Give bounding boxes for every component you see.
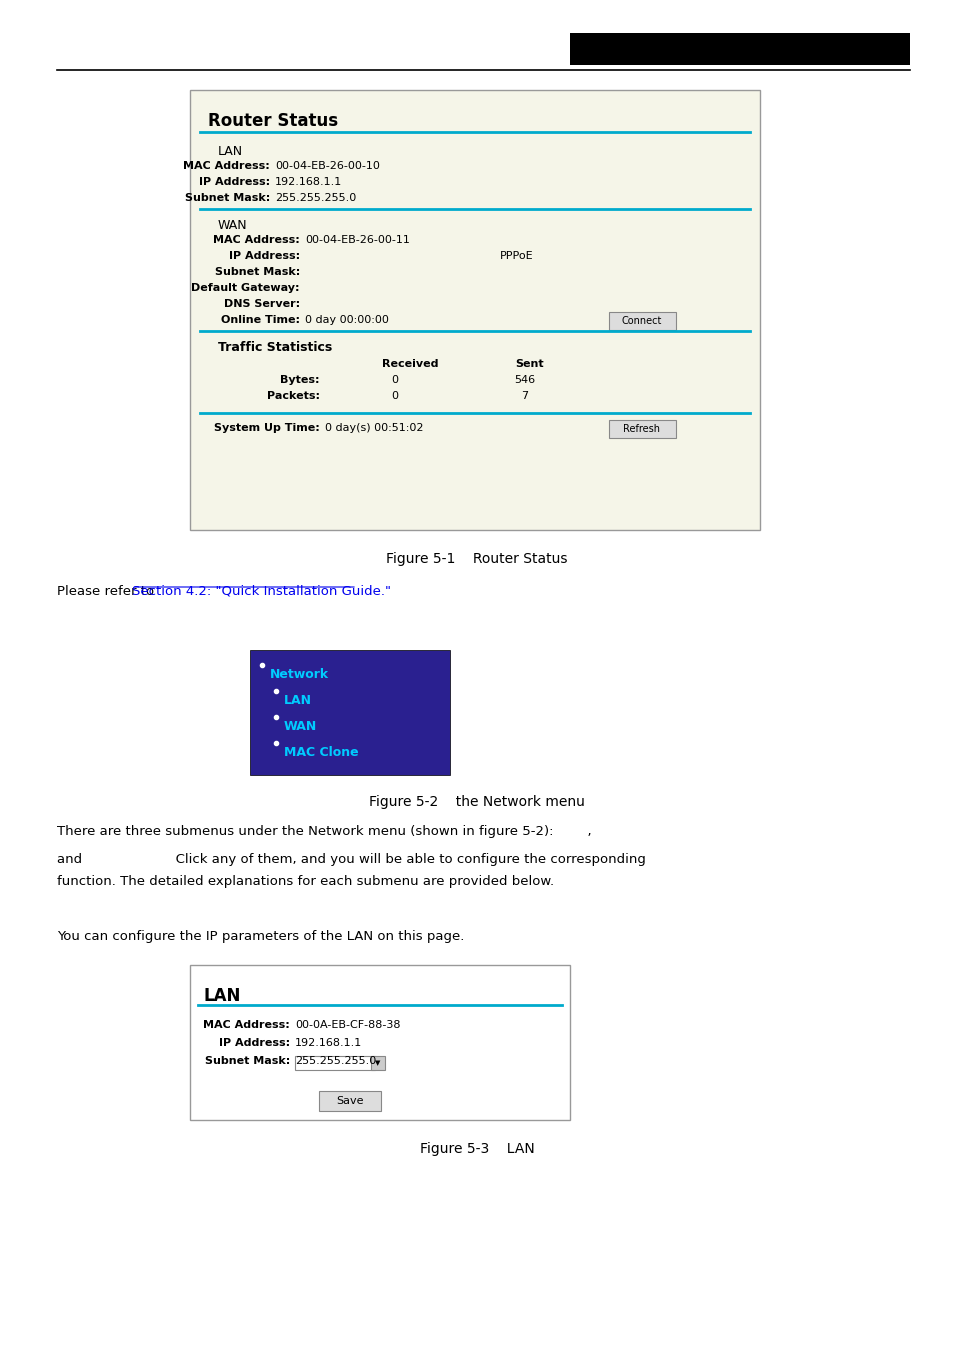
- FancyBboxPatch shape: [190, 965, 569, 1120]
- Text: Subnet Mask:: Subnet Mask:: [205, 1056, 290, 1066]
- Text: PPPoE: PPPoE: [499, 251, 533, 261]
- FancyBboxPatch shape: [569, 32, 909, 65]
- Text: Router Status: Router Status: [208, 112, 337, 130]
- Text: 0 day 00:00:00: 0 day 00:00:00: [305, 315, 389, 325]
- Text: There are three submenus under the Network menu (shown in figure 5-2):        ,: There are three submenus under the Netwo…: [57, 825, 591, 838]
- Text: LAN: LAN: [204, 987, 241, 1004]
- Text: 255.255.255.0: 255.255.255.0: [294, 1056, 375, 1066]
- FancyBboxPatch shape: [294, 1056, 375, 1071]
- Text: Traffic Statistics: Traffic Statistics: [218, 342, 332, 354]
- Text: Sent: Sent: [516, 359, 544, 369]
- Text: Network: Network: [270, 668, 329, 680]
- Text: 0: 0: [391, 392, 398, 401]
- FancyBboxPatch shape: [190, 90, 760, 531]
- Text: Figure 5-3    LAN: Figure 5-3 LAN: [419, 1142, 534, 1156]
- Text: LAN: LAN: [218, 144, 243, 158]
- Text: IP Address:: IP Address:: [229, 251, 299, 261]
- FancyBboxPatch shape: [318, 1091, 380, 1111]
- Text: Received: Received: [381, 359, 437, 369]
- Text: Save: Save: [335, 1096, 363, 1106]
- Text: Subnet Mask:: Subnet Mask:: [185, 193, 270, 202]
- Text: Connect: Connect: [621, 316, 661, 325]
- FancyBboxPatch shape: [250, 649, 450, 775]
- Text: Bytes:: Bytes:: [280, 375, 319, 385]
- Text: MAC Clone: MAC Clone: [284, 747, 358, 759]
- Text: Figure 5-1    Router Status: Figure 5-1 Router Status: [386, 552, 567, 566]
- Text: Online Time:: Online Time:: [221, 315, 299, 325]
- Text: Please refer to: Please refer to: [57, 585, 158, 598]
- Text: IP Address:: IP Address:: [198, 177, 270, 188]
- Text: 0 day(s) 00:51:02: 0 day(s) 00:51:02: [325, 423, 423, 433]
- Text: System Up Time:: System Up Time:: [214, 423, 319, 433]
- Text: and                      Click any of them, and you will be able to configure th: and Click any of them, and you will be a…: [57, 853, 645, 865]
- Text: 192.168.1.1: 192.168.1.1: [294, 1038, 362, 1048]
- Text: Subnet Mask:: Subnet Mask:: [214, 267, 299, 277]
- Text: 255.255.255.0: 255.255.255.0: [274, 193, 355, 202]
- Text: 7: 7: [521, 392, 528, 401]
- Text: 546: 546: [514, 375, 535, 385]
- FancyBboxPatch shape: [608, 420, 676, 437]
- Text: Section 4.2: "Quick Installation Guide.": Section 4.2: "Quick Installation Guide.": [132, 585, 391, 598]
- Text: LAN: LAN: [284, 694, 312, 707]
- Text: 192.168.1.1: 192.168.1.1: [274, 177, 342, 188]
- Text: Default Gateway:: Default Gateway:: [192, 284, 299, 293]
- Text: ▼: ▼: [375, 1060, 380, 1066]
- Text: Figure 5-2    the Network menu: Figure 5-2 the Network menu: [369, 795, 584, 809]
- Text: 00-0A-EB-CF-88-38: 00-0A-EB-CF-88-38: [294, 1021, 400, 1030]
- Text: MAC Address:: MAC Address:: [183, 161, 270, 171]
- Text: Packets:: Packets:: [267, 392, 319, 401]
- FancyBboxPatch shape: [608, 312, 676, 329]
- Text: You can configure the IP parameters of the LAN on this page.: You can configure the IP parameters of t…: [57, 930, 464, 944]
- Text: function. The detailed explanations for each submenu are provided below.: function. The detailed explanations for …: [57, 875, 554, 888]
- FancyBboxPatch shape: [371, 1056, 385, 1071]
- Text: MAC Address:: MAC Address:: [203, 1021, 290, 1030]
- Text: WAN: WAN: [284, 720, 317, 733]
- Text: Refresh: Refresh: [623, 424, 659, 433]
- Text: 00-04-EB-26-00-11: 00-04-EB-26-00-11: [305, 235, 410, 244]
- Text: 0: 0: [391, 375, 398, 385]
- Text: MAC Address:: MAC Address:: [213, 235, 299, 244]
- Text: DNS Server:: DNS Server:: [224, 298, 299, 309]
- Text: IP Address:: IP Address:: [218, 1038, 290, 1048]
- Text: WAN: WAN: [218, 219, 248, 232]
- Text: 00-04-EB-26-00-10: 00-04-EB-26-00-10: [274, 161, 379, 171]
